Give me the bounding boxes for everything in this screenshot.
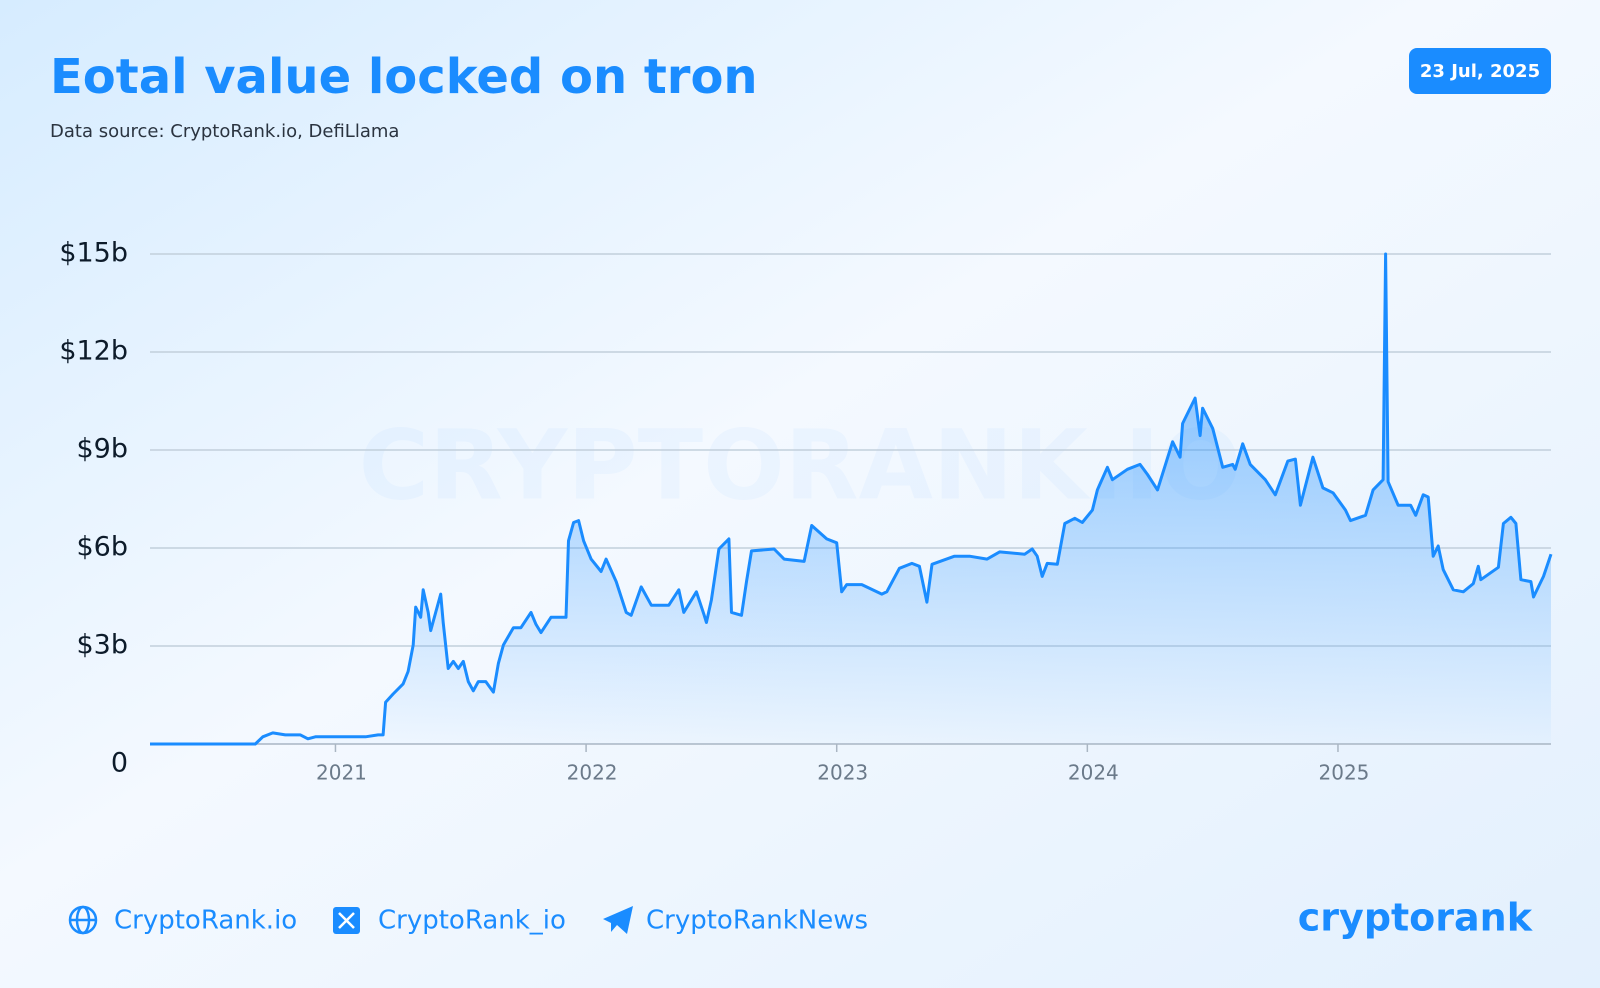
date-label: 23 Jul, 2025 <box>1420 61 1540 82</box>
plot-area: 0 $3b $6b $9b $12b $15b 2021 2022 2023 2024 2025 <box>59 238 1553 785</box>
footer-link[interactable]: CryptoRank.io <box>114 906 297 936</box>
chart-title: Eotal value locked on tron <box>50 49 758 105</box>
y-tick-label: $12b <box>59 336 128 367</box>
footer-link[interactable]: CryptoRankNews <box>646 906 868 936</box>
x-tick-label: 2024 <box>1068 761 1119 785</box>
x-tick-label: 2023 <box>817 761 868 785</box>
y-tick-label: $3b <box>77 630 129 661</box>
y-tick-label: $6b <box>77 532 129 563</box>
logo: cryptorank <box>1298 896 1533 940</box>
chart-subtitle: Data source: CryptoRank.io, DefiLlama <box>50 121 399 142</box>
y-tick-label: $9b <box>77 434 129 465</box>
x-icon <box>333 907 360 934</box>
footer-link[interactable]: CryptoRank_io <box>378 906 566 936</box>
y-tick-label: 0 <box>111 748 128 779</box>
telegram-icon <box>603 906 633 934</box>
x-tick-label: 2025 <box>1319 761 1370 785</box>
area-fill <box>150 254 1551 744</box>
x-tick-label: 2021 <box>316 761 367 785</box>
date-badge <box>1409 48 1551 94</box>
y-tick-label: $15b <box>59 238 128 269</box>
x-tick-label: 2022 <box>567 761 618 785</box>
line <box>150 252 1553 746</box>
globe-icon <box>68 905 98 935</box>
